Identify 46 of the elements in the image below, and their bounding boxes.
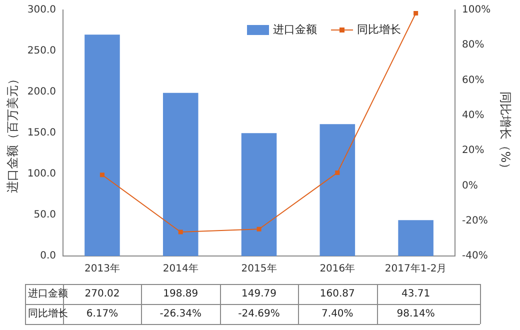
text: 198.89 — [163, 288, 198, 300]
y-tick-label: 250.0 — [27, 46, 56, 57]
text: 43.71 — [401, 288, 430, 300]
x-tick-label: 2016年 — [320, 262, 356, 275]
x-tick-label: 2014年 — [162, 262, 198, 275]
y-tick-label: 50.0 — [34, 210, 56, 221]
point — [414, 11, 418, 16]
y2-tick-label: 20% — [462, 145, 484, 156]
y2-axis-title: 同比增长（%） — [498, 91, 513, 175]
text: 160.87 — [320, 288, 355, 300]
bar — [241, 133, 277, 256]
text: -26.34% — [160, 308, 202, 320]
point — [178, 230, 183, 234]
y2-tick-label: -40% — [462, 250, 488, 262]
bar — [84, 34, 120, 256]
y-tick-label: 150.0 — [27, 128, 56, 139]
y2-tick-label: -20% — [462, 215, 488, 226]
text: -24.69% — [238, 308, 280, 320]
y2-tick-label: 40% — [462, 110, 484, 122]
legend-label: 进口金额 — [273, 22, 318, 36]
y2-tick-label: 100% — [462, 4, 491, 16]
y2-tick-label: 80% — [462, 40, 484, 51]
x-tick-label: 2013年 — [84, 262, 120, 275]
text: 进口金额 — [28, 288, 68, 300]
x-tick-label: 2017年1-2月 — [384, 262, 447, 275]
text: 270.02 — [84, 288, 120, 300]
text: 7.40% — [322, 308, 354, 320]
point — [335, 170, 340, 175]
legend-label: 同比增长 — [357, 22, 402, 36]
text: 6.17% — [86, 308, 118, 320]
y-tick-label: 0.0 — [40, 250, 56, 262]
y2-tick-label: 0% — [462, 180, 478, 192]
x-tick-label: 2015年 — [241, 262, 277, 275]
text: 98.14% — [396, 308, 435, 320]
text: 同比增长 — [28, 308, 68, 320]
y2-tick-label: 60% — [462, 74, 484, 86]
y-tick-label: 100.0 — [27, 168, 56, 180]
bar — [320, 124, 356, 256]
bar — [162, 92, 198, 256]
bar — [398, 220, 434, 256]
point — [256, 226, 262, 232]
y-axis-title: 进口金额（百万美元） — [5, 73, 20, 193]
point — [100, 172, 104, 178]
text: 149.79 — [242, 288, 277, 300]
y-tick-label: 300.0 — [27, 4, 56, 16]
y-tick-label: 200.0 — [27, 86, 56, 98]
